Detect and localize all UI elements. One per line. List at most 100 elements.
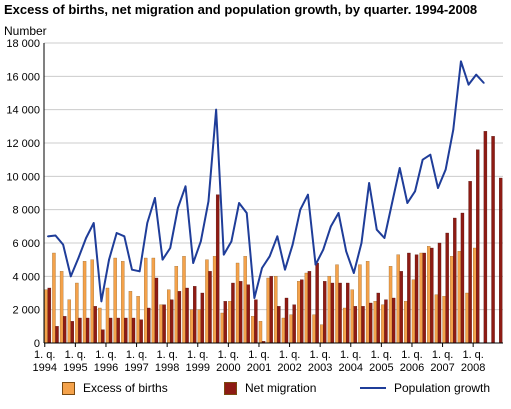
bar-excess-births	[419, 252, 423, 344]
point-population-growth	[421, 158, 424, 161]
bar-net-migration	[215, 194, 220, 344]
bar-net-migration	[315, 262, 319, 344]
bar-net-migration	[185, 287, 189, 344]
bar-excess-births	[144, 257, 148, 344]
bar-excess-births	[297, 281, 301, 344]
x-tick-label-year: 1999	[186, 362, 210, 374]
x-tick-label-quarter: 1. q.	[401, 349, 422, 361]
x-tick-label-year: 2005	[369, 362, 393, 374]
bar-excess-births	[350, 289, 354, 344]
x-tick-label-quarter: 1. q.	[340, 349, 361, 361]
bar-excess-births	[251, 316, 255, 344]
bar-net-migration	[284, 297, 289, 344]
bar-excess-births	[457, 251, 462, 344]
bar-excess-births	[289, 314, 293, 344]
bar-excess-births	[442, 296, 446, 344]
bar-excess-births	[327, 276, 332, 344]
bar-net-migration	[93, 306, 97, 344]
line-layer	[47, 60, 485, 303]
point-population-growth	[184, 185, 187, 188]
x-tick-label-year: 2008	[461, 362, 485, 374]
point-population-growth	[414, 190, 416, 193]
bar-net-migration	[330, 282, 335, 344]
bar-excess-births	[358, 264, 362, 344]
point-population-growth	[131, 268, 133, 271]
point-population-growth	[398, 167, 401, 169]
bar-excess-births	[151, 257, 156, 344]
bar-excess-births	[82, 261, 87, 344]
bar-net-migration	[47, 287, 52, 344]
bar-net-migration	[231, 282, 235, 344]
bar-net-migration	[193, 286, 197, 344]
bar-excess-births	[212, 256, 217, 344]
legend-label-population-growth: Population growth	[394, 381, 491, 395]
legend-item-excess-births: Excess of births	[62, 381, 168, 395]
point-population-growth	[284, 268, 286, 271]
bar-excess-births	[274, 276, 278, 344]
x-tick-label-quarter: 1. q.	[156, 349, 177, 361]
point-population-growth	[138, 270, 141, 273]
y-tick-label: 4 000	[12, 271, 40, 283]
bar-net-migration	[70, 321, 74, 344]
bar-excess-births	[434, 294, 439, 344]
bar-net-migration	[124, 317, 128, 344]
bar-excess-births	[205, 259, 209, 344]
legend-label-excess-births: Excess of births	[83, 381, 168, 395]
y-tick-label: 8 000	[12, 205, 40, 217]
bar-net-migration	[391, 297, 396, 344]
point-population-growth	[261, 267, 263, 269]
bar-net-migration	[491, 136, 495, 344]
point-population-growth	[330, 225, 332, 228]
bar-net-migration	[422, 252, 426, 344]
bar-net-migration	[170, 299, 174, 344]
point-population-growth	[437, 187, 439, 189]
bar-excess-births	[228, 301, 232, 344]
bar-net-migration	[131, 317, 136, 344]
bar-net-migration	[353, 306, 358, 344]
x-tick-label-quarter: 1. q.	[95, 349, 116, 361]
point-population-growth	[207, 200, 210, 203]
x-tick-label-year: 2007	[430, 362, 454, 374]
bar-net-migration	[154, 277, 159, 344]
bar-net-migration	[483, 131, 488, 344]
bar-excess-births	[396, 254, 400, 344]
point-population-growth	[406, 202, 409, 204]
bar-net-migration	[476, 149, 480, 344]
bar-excess-births	[235, 262, 240, 344]
point-population-growth	[100, 300, 103, 303]
x-tick-label-quarter: 1. q.	[248, 349, 269, 361]
bar-excess-births	[258, 321, 263, 344]
bar-net-migration	[307, 271, 312, 344]
bar-excess-births	[373, 301, 377, 344]
point-population-growth	[192, 262, 194, 264]
bar-net-migration	[269, 276, 273, 344]
point-population-growth	[429, 153, 432, 156]
net-migration-swatch	[224, 381, 237, 395]
bar-excess-births	[67, 299, 71, 344]
point-population-growth	[314, 263, 317, 266]
point-population-growth	[444, 168, 447, 171]
point-population-growth	[238, 202, 240, 204]
grid-layer	[44, 42, 503, 311]
point-population-growth	[245, 212, 248, 214]
y-tick-label: 10 000	[6, 171, 40, 183]
point-population-growth	[383, 237, 386, 239]
point-population-growth	[253, 297, 256, 299]
point-population-growth	[368, 182, 370, 184]
bar-net-migration	[116, 317, 120, 344]
y-tick-label: 12 000	[6, 138, 40, 150]
y-tick-label: 0	[34, 338, 40, 350]
bar-excess-births	[304, 272, 309, 344]
x-tick-label-year: 2006	[400, 362, 424, 374]
point-population-growth	[483, 82, 485, 84]
point-population-growth	[161, 258, 164, 261]
bar-net-migration	[238, 281, 243, 344]
point-population-growth	[177, 207, 179, 209]
point-population-growth	[375, 228, 378, 231]
bar-excess-births	[105, 287, 110, 344]
bar-excess-births	[167, 289, 171, 344]
point-population-growth	[391, 202, 393, 204]
x-tick-label-year: 1998	[155, 362, 179, 374]
bar-net-migration	[200, 292, 205, 344]
